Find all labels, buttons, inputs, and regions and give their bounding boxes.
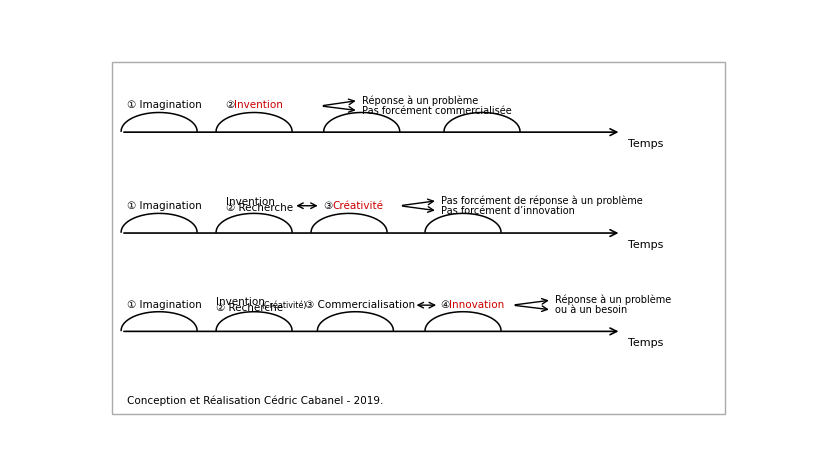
Text: Invention: Invention (225, 197, 275, 208)
Text: Innovation: Innovation (449, 300, 504, 310)
Text: Invention: Invention (216, 297, 265, 307)
Text: ou à un besoin: ou à un besoin (555, 305, 627, 315)
Text: (Créativité): (Créativité) (261, 301, 307, 310)
Text: Temps: Temps (627, 139, 663, 149)
Text: Temps: Temps (627, 240, 663, 250)
Text: ②: ② (225, 100, 238, 110)
Text: ② Recherche: ② Recherche (225, 203, 292, 213)
Text: ② Recherche: ② Recherche (216, 303, 283, 313)
Text: Pas forcément commercialisée: Pas forcément commercialisée (362, 105, 511, 116)
Text: ① Imagination: ① Imagination (127, 201, 202, 211)
Text: ④: ④ (441, 300, 453, 310)
Text: ① Imagination: ① Imagination (127, 100, 202, 110)
Text: Pas forcément de réponse à un problème: Pas forcément de réponse à un problème (441, 195, 643, 206)
Text: ③ Commercialisation: ③ Commercialisation (305, 300, 415, 310)
Text: Temps: Temps (627, 338, 663, 348)
Text: Réponse à un problème: Réponse à un problème (555, 295, 671, 305)
FancyBboxPatch shape (112, 62, 725, 414)
Text: Réponse à un problème: Réponse à un problème (362, 95, 478, 105)
Text: Conception et Réalisation Cédric Cabanel - 2019.: Conception et Réalisation Cédric Cabanel… (127, 396, 384, 406)
Text: ① Imagination: ① Imagination (127, 300, 202, 310)
Text: Créativité: Créativité (332, 201, 383, 211)
Text: Pas forcément d’innovation: Pas forcément d’innovation (441, 206, 574, 216)
Text: ③: ③ (324, 201, 337, 211)
Text: Invention: Invention (234, 100, 283, 110)
